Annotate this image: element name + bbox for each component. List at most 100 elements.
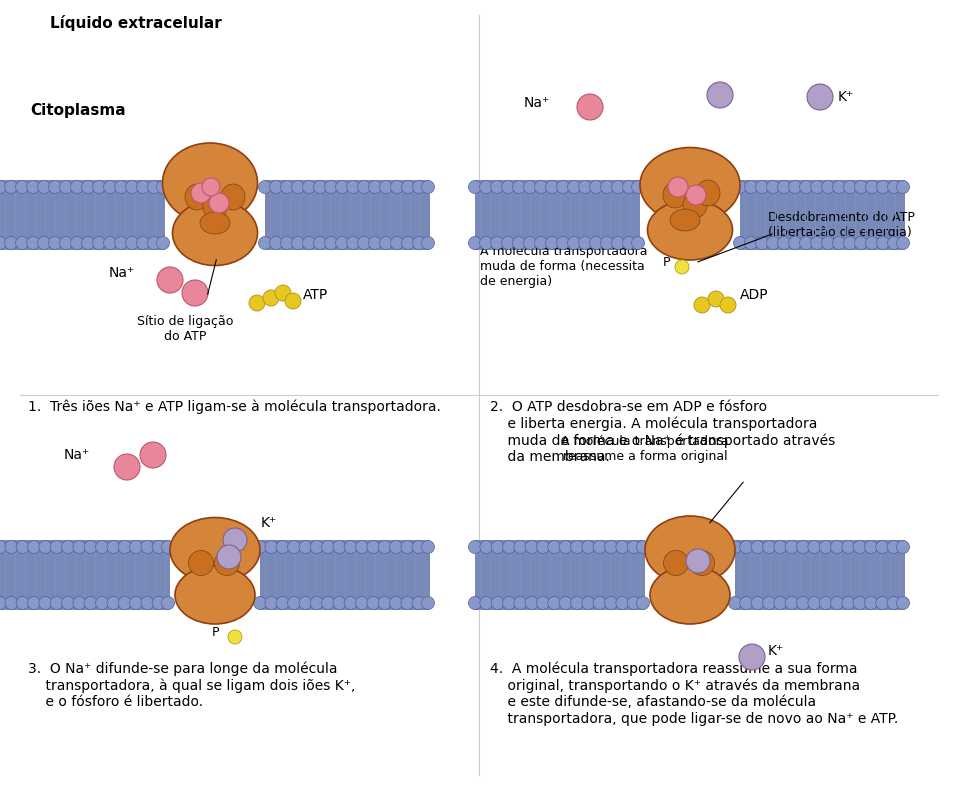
Circle shape: [819, 540, 833, 554]
Circle shape: [73, 596, 86, 610]
Circle shape: [191, 183, 211, 203]
Circle shape: [887, 180, 901, 194]
Circle shape: [81, 236, 95, 250]
Text: Citoplasma: Citoplasma: [30, 103, 125, 118]
Circle shape: [378, 596, 391, 610]
Circle shape: [0, 180, 7, 194]
Circle shape: [5, 540, 18, 554]
Circle shape: [96, 596, 108, 610]
Circle shape: [355, 540, 369, 554]
Circle shape: [259, 236, 271, 250]
Circle shape: [503, 540, 515, 554]
Circle shape: [269, 236, 283, 250]
Circle shape: [37, 236, 51, 250]
Circle shape: [0, 540, 7, 554]
Circle shape: [254, 596, 266, 610]
Circle shape: [513, 540, 527, 554]
Circle shape: [276, 540, 289, 554]
Circle shape: [897, 596, 909, 610]
Circle shape: [800, 180, 812, 194]
Circle shape: [157, 267, 183, 293]
Circle shape: [778, 236, 790, 250]
Circle shape: [0, 596, 7, 610]
Ellipse shape: [175, 566, 255, 624]
Circle shape: [623, 180, 635, 194]
Text: P: P: [663, 257, 670, 269]
Circle shape: [344, 596, 357, 610]
Text: 2.  O ATP desdobra-se em ADP e fósforo
    e liberta energia. A molécula transpo: 2. O ATP desdobra-se em ADP e fósforo e …: [490, 400, 835, 464]
Circle shape: [369, 236, 381, 250]
Circle shape: [887, 596, 901, 610]
Circle shape: [744, 180, 758, 194]
Circle shape: [545, 236, 559, 250]
Ellipse shape: [172, 201, 258, 265]
Circle shape: [734, 236, 746, 250]
Circle shape: [413, 236, 425, 250]
Circle shape: [223, 528, 247, 552]
Circle shape: [202, 178, 220, 196]
Circle shape: [115, 180, 127, 194]
Circle shape: [559, 540, 572, 554]
Circle shape: [28, 596, 40, 610]
FancyBboxPatch shape: [265, 180, 430, 250]
Circle shape: [740, 540, 753, 554]
Circle shape: [39, 540, 52, 554]
Circle shape: [50, 596, 63, 610]
Circle shape: [310, 540, 323, 554]
Text: ATP: ATP: [303, 288, 329, 302]
Circle shape: [347, 180, 359, 194]
Circle shape: [422, 236, 435, 250]
Circle shape: [876, 596, 889, 610]
Circle shape: [766, 236, 780, 250]
FancyBboxPatch shape: [260, 540, 430, 610]
Text: A molécula transportadora
muda de forma (necessita
de energia): A molécula transportadora muda de forma …: [480, 245, 648, 288]
Circle shape: [631, 236, 645, 250]
Circle shape: [819, 596, 833, 610]
FancyBboxPatch shape: [475, 180, 640, 250]
Text: A molécula transportadora
reassume a forma original: A molécula transportadora reassume a for…: [561, 435, 729, 463]
Circle shape: [468, 236, 482, 250]
Circle shape: [786, 540, 798, 554]
Circle shape: [156, 236, 170, 250]
Circle shape: [842, 540, 855, 554]
Circle shape: [401, 180, 415, 194]
Circle shape: [291, 180, 305, 194]
Ellipse shape: [650, 566, 730, 624]
Circle shape: [103, 236, 117, 250]
FancyBboxPatch shape: [735, 540, 905, 610]
Circle shape: [686, 185, 706, 205]
Circle shape: [897, 540, 909, 554]
Circle shape: [535, 180, 548, 194]
Circle shape: [616, 596, 628, 610]
Circle shape: [325, 180, 337, 194]
Circle shape: [299, 596, 312, 610]
Circle shape: [720, 297, 736, 313]
Text: 3.  O Na⁺ difunde-se para longe da molécula
    transportadora, à qual se ligam : 3. O Na⁺ difunde-se para longe da molécu…: [28, 662, 355, 709]
Circle shape: [303, 236, 315, 250]
Circle shape: [16, 596, 29, 610]
Circle shape: [611, 236, 625, 250]
Circle shape: [831, 596, 843, 610]
Circle shape: [379, 236, 393, 250]
Circle shape: [855, 180, 868, 194]
FancyBboxPatch shape: [0, 180, 165, 250]
Circle shape: [27, 180, 39, 194]
Ellipse shape: [215, 551, 240, 575]
Circle shape: [322, 596, 334, 610]
Circle shape: [480, 596, 492, 610]
Circle shape: [313, 180, 327, 194]
Circle shape: [739, 644, 765, 670]
Circle shape: [490, 236, 504, 250]
Circle shape: [774, 540, 787, 554]
Circle shape: [118, 596, 131, 610]
Circle shape: [39, 596, 52, 610]
Circle shape: [877, 236, 889, 250]
Ellipse shape: [163, 143, 258, 223]
Circle shape: [281, 180, 293, 194]
Circle shape: [480, 540, 492, 554]
Circle shape: [577, 94, 603, 120]
Text: Sítio de ligação
do ATP: Sítio de ligação do ATP: [137, 315, 233, 343]
Circle shape: [71, 180, 83, 194]
Circle shape: [897, 236, 909, 250]
Circle shape: [400, 596, 414, 610]
